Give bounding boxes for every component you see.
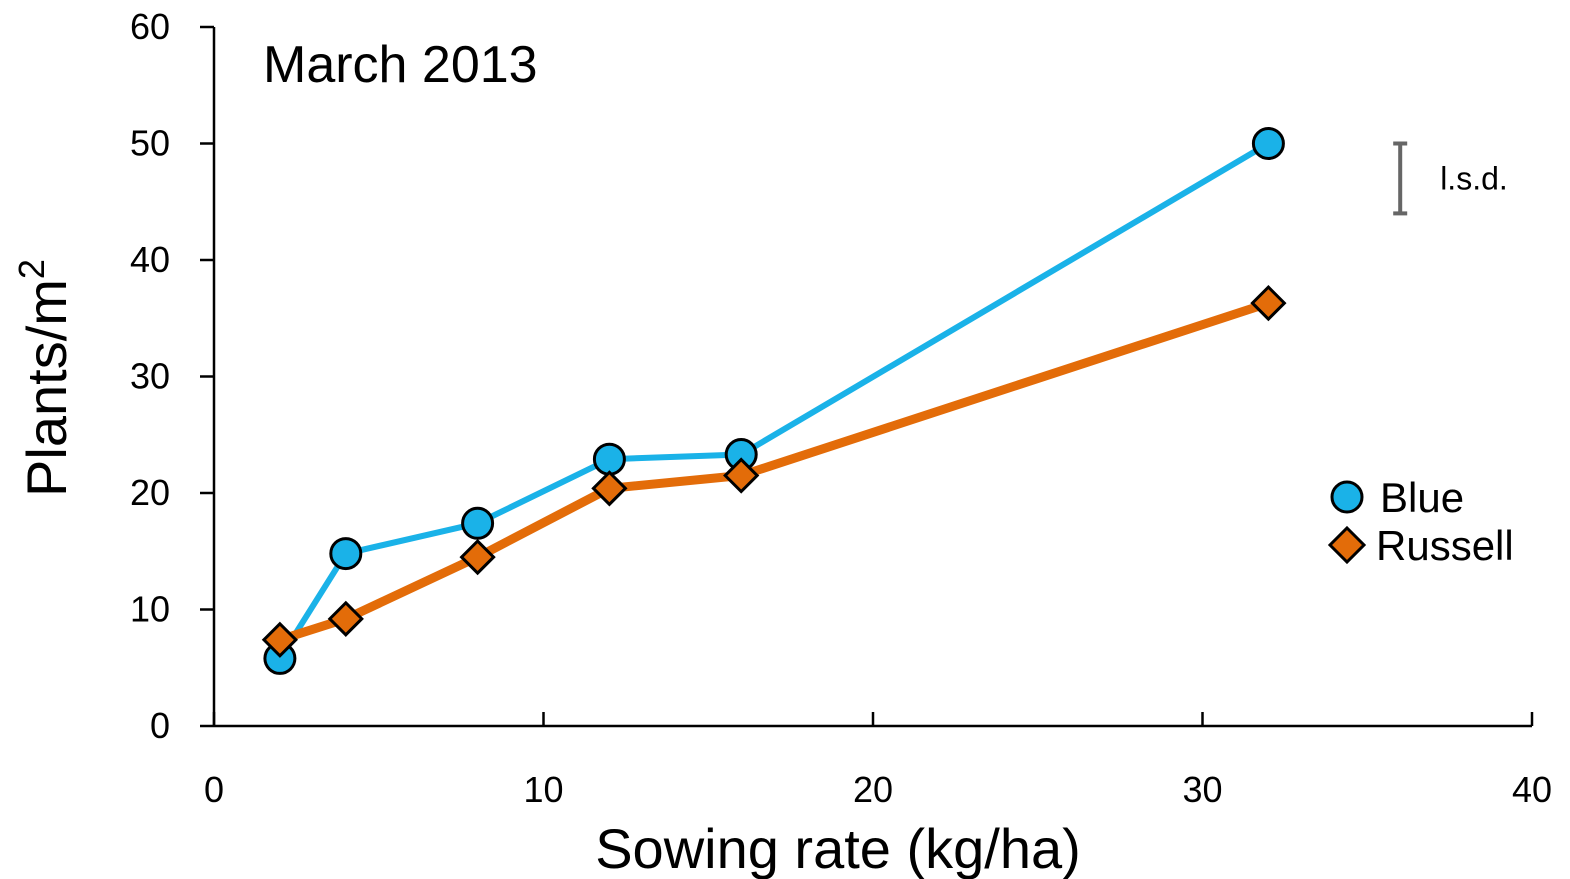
legend-label-blue: Blue: [1380, 474, 1464, 521]
data-point-blue: [592, 442, 626, 476]
y-tick-label: 10: [130, 589, 170, 630]
legend-label-russell: Russell: [1376, 522, 1514, 569]
x-tick-label: 30: [1182, 769, 1222, 810]
series-line-russell: [278, 298, 1270, 645]
x-axis-title: Sowing rate (kg/ha): [595, 817, 1081, 879]
data-point-russell: [723, 457, 760, 494]
ticks: 0 10 20 30 40 50 60 0 10 20 30 40: [130, 6, 1552, 810]
data-point-russell: [327, 600, 364, 637]
series-lines: [277, 140, 1270, 661]
data-point-russell: [1250, 284, 1287, 322]
y-tick-label: 40: [130, 239, 170, 280]
x-tick-label: 20: [853, 769, 893, 810]
lsd-bar: l.s.d.: [1393, 141, 1508, 216]
data-point-blue: [461, 506, 495, 540]
y-tick-label: 60: [130, 6, 170, 47]
y-tick-label: 30: [130, 356, 170, 397]
lsd-label: l.s.d.: [1440, 160, 1508, 196]
data-point-russell: [591, 470, 628, 507]
x-tick-label: 0: [204, 769, 224, 810]
y-axis-title: Plants/m2: [11, 259, 78, 497]
legend-marker-russell: [1327, 525, 1367, 565]
data-point-russell: [459, 538, 496, 576]
y-axis-title-main: Plants/m: [15, 279, 78, 497]
chart-title: March 2013: [263, 36, 538, 94]
legend-marker-blue: [1330, 480, 1364, 514]
x-tick-label: 40: [1512, 769, 1552, 810]
y-tick-label: 0: [150, 705, 170, 746]
x-tick-label: 10: [523, 769, 563, 810]
data-point-blue: [329, 537, 363, 571]
series-line-blue: [277, 140, 1270, 661]
y-axis-title-superscript: 2: [11, 259, 52, 279]
series-markers: [261, 127, 1287, 675]
data-point-russell: [261, 621, 299, 658]
y-tick-label: 50: [130, 123, 170, 164]
data-point-blue: [1251, 127, 1285, 160]
y-tick-label: 20: [130, 472, 170, 513]
